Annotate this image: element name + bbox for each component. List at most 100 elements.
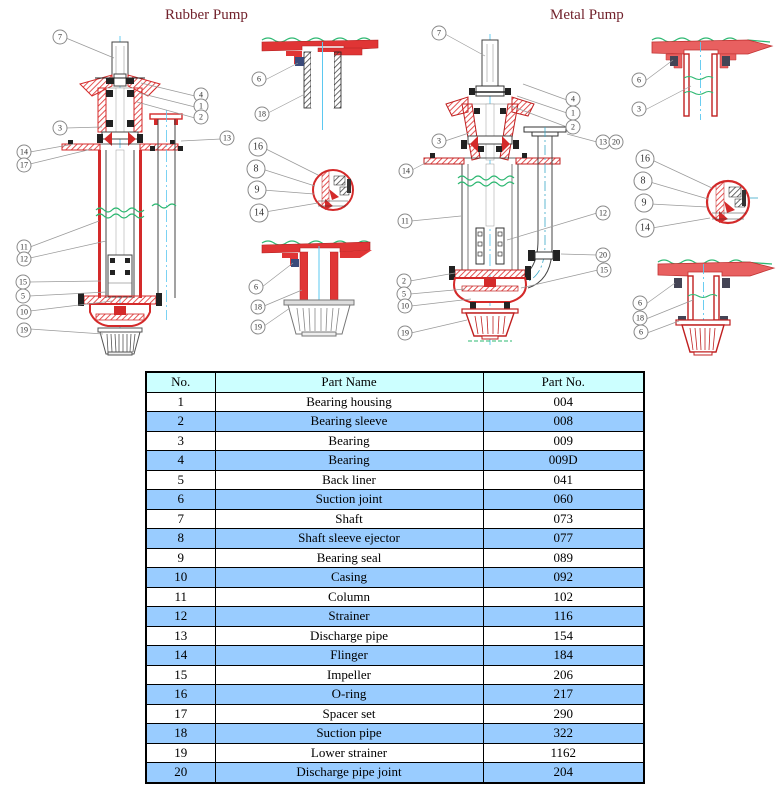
table-row: 5 Back liner 041 [145,469,645,490]
cell-part-name: Impeller [214,664,484,685]
cell-no: 6 [145,489,216,510]
cell-part-name: Shaft [214,508,484,529]
callout-15: 15 [596,262,612,278]
table-row: 3 Bearing 009 [145,430,645,451]
leader-lines [28,33,713,335]
cell-part-name: Discharge pipe [214,625,484,646]
cell-part-no: 060 [482,489,645,510]
callout-11: 11 [397,213,413,229]
cell-part-name: Column [214,586,484,607]
cell-no: 5 [145,469,216,490]
rubber-detail-suction-joint [261,37,379,130]
cell-part-name: Bearing sleeve [214,411,484,432]
callout-14: 14 [398,163,414,179]
callout-14: 14 [249,203,269,223]
cell-no: 2 [145,411,216,432]
cell-part-no: 009D [482,450,645,471]
cell-no: 14 [145,645,216,666]
callout-2: 2 [565,119,581,135]
table-row: 2 Bearing sleeve 008 [145,411,645,432]
cell-part-no: 290 [482,703,645,724]
rubber-detail-oring-circle [312,169,354,211]
col-header-part-name: Part Name [214,371,484,393]
callout-2: 2 [193,109,209,125]
col-header-part-no: Part No. [482,371,645,393]
cell-part-name: Shaft sleeve ejector [214,528,484,549]
table-row: 16 O-ring 217 [145,684,645,705]
table-row: 8 Shaft sleeve ejector 077 [145,528,645,549]
cell-no: 17 [145,703,216,724]
table-row: 6 Suction joint 060 [145,489,645,510]
cell-part-no: 204 [482,762,645,783]
callout-5: 5 [15,288,31,304]
cell-part-name: Suction joint [214,489,484,510]
table-row: 12 Strainer 116 [145,606,645,627]
cell-no: 1 [145,391,216,412]
cell-no: 10 [145,567,216,588]
callout-14: 14 [635,218,655,238]
callout-9: 9 [634,193,654,213]
callout-18: 18 [632,310,648,326]
table-row: 14 Flinger 184 [145,645,645,666]
callout-6: 6 [633,324,649,340]
cell-part-name: Discharge pipe joint [214,762,484,783]
cell-no: 3 [145,430,216,451]
table-row: 4 Bearing 009D [145,450,645,471]
cell-part-name: O-ring [214,684,484,705]
callout-16: 16 [248,137,268,157]
cell-part-name: Lower strainer [214,742,484,763]
callout-7: 7 [52,29,68,45]
cell-no: 15 [145,664,216,685]
cell-no: 16 [145,684,216,705]
callout-9: 9 [247,180,267,200]
table-row: 17 Spacer set 290 [145,703,645,724]
col-header-no: No. [145,371,216,393]
table-row: 11 Column 102 [145,586,645,607]
metal-pump-drawing [423,34,567,345]
cell-no: 9 [145,547,216,568]
cell-no: 11 [145,586,216,607]
parts-table: No. Part Name Part No. 1 Bearing housing 0… [145,371,645,784]
table-row: 20 Discharge pipe joint 204 [145,762,645,783]
table-row: 9 Bearing seal 089 [145,547,645,568]
callout-3: 3 [52,120,68,136]
cell-part-no: 1162 [482,742,645,763]
callout-19: 19 [250,319,266,335]
table-row: 15 Impeller 206 [145,664,645,685]
cell-part-name: Spacer set [214,703,484,724]
cell-part-no: 217 [482,684,645,705]
callout-3: 3 [431,133,447,149]
pump-diagrams [28,33,776,356]
table-row: 7 Shaft 073 [145,508,645,529]
cell-part-no: 077 [482,528,645,549]
callout-20: 20 [608,134,624,150]
rubber-pump-title: Rubber Pump [165,7,248,23]
callout-12: 12 [16,251,32,267]
table-row: 13 Discharge pipe 154 [145,625,645,646]
metal-detail-lower-strainer [657,259,776,356]
callout-6: 6 [248,279,264,295]
cell-no: 18 [145,723,216,744]
callout-6: 6 [632,295,648,311]
cell-no: 13 [145,625,216,646]
callout-10: 10 [16,304,32,320]
callout-13: 13 [219,130,235,146]
rubber-pump-drawing [61,36,183,356]
callout-8: 8 [633,171,653,191]
cell-part-no: 004 [482,391,645,412]
cell-part-name: Flinger [214,645,484,666]
cell-part-no: 073 [482,508,645,529]
callout-12: 12 [595,205,611,221]
callout-6: 6 [251,71,267,87]
callout-4: 4 [565,91,581,107]
callout-20: 20 [595,247,611,263]
cell-part-no: 116 [482,606,645,627]
cell-part-no: 322 [482,723,645,744]
metal-detail-oring-circle [705,179,758,225]
rubber-detail-lower-strainer [261,240,372,337]
callout-17: 17 [16,157,32,173]
cell-no: 8 [145,528,216,549]
table-row: 19 Lower strainer 1162 [145,742,645,763]
cell-part-no: 008 [482,411,645,432]
